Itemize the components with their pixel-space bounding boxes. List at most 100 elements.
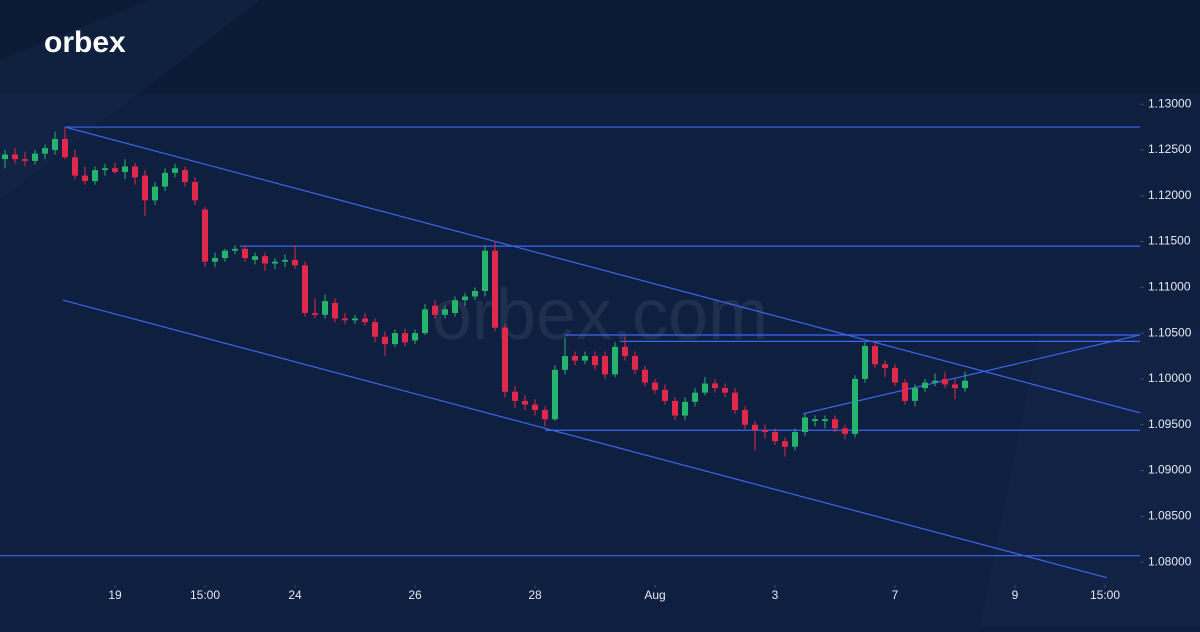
candle-body	[552, 369, 558, 420]
candle-body	[272, 261, 278, 264]
candle-body	[702, 383, 708, 393]
x-tick-label: 28	[528, 588, 542, 602]
candle-body	[392, 333, 398, 345]
candle-body	[102, 168, 108, 171]
candle-body	[502, 327, 508, 392]
candle-body	[932, 380, 938, 383]
candle-body	[952, 384, 958, 389]
candle-body	[132, 166, 138, 178]
candle-body	[582, 356, 588, 361]
candle-body	[532, 404, 538, 411]
candle-body	[202, 209, 208, 262]
y-tick-label: 1.11000	[1148, 280, 1191, 294]
x-tick-label: 7	[892, 588, 899, 602]
candle-body	[962, 380, 968, 389]
y-tick-label: 1.08000	[1148, 554, 1192, 568]
candle-body	[292, 259, 298, 266]
candle-body	[432, 305, 438, 315]
candle-body	[522, 400, 528, 405]
x-tick-label: Aug	[644, 588, 665, 602]
candle-body	[572, 356, 578, 361]
candle-body	[92, 170, 98, 182]
candle-body	[382, 336, 388, 345]
candle-body	[922, 382, 928, 389]
candle-body	[882, 364, 888, 368]
candle-body	[342, 318, 348, 321]
candle-body	[512, 391, 518, 401]
candle-body	[312, 312, 318, 315]
candle-body	[942, 378, 948, 385]
candle-body	[42, 148, 48, 154]
candle-body	[172, 168, 178, 173]
candle-body	[162, 172, 168, 187]
candle-body	[832, 419, 838, 429]
candle-body	[402, 333, 408, 343]
x-tick-label: 9	[1012, 588, 1019, 602]
background-shape	[980, 330, 1200, 627]
x-tick-label: 15:00	[190, 588, 220, 602]
candle-body	[32, 153, 38, 161]
candle-body	[442, 309, 448, 315]
candle-body	[222, 250, 228, 259]
candle-body	[792, 432, 798, 447]
candle-body	[182, 170, 188, 183]
y-tick-label: 1.10500	[1148, 325, 1192, 339]
candle-body	[602, 356, 608, 375]
y-tick-label: 1.12500	[1148, 142, 1192, 156]
candle-body	[472, 291, 478, 297]
candle-body	[692, 392, 698, 402]
candle-body	[82, 175, 88, 182]
y-tick-label: 1.12000	[1148, 188, 1192, 202]
x-tick-label: 19	[108, 588, 122, 602]
y-tick-label: 1.10000	[1148, 371, 1192, 385]
candle-body	[872, 345, 878, 365]
plot-area: 1.08000 1.08500 1.09000 1.09500 1.10000 1.105…	[0, 96, 1192, 602]
candle-body	[682, 401, 688, 416]
candle-body	[672, 400, 678, 416]
candle-body	[772, 432, 778, 442]
candle-body	[902, 382, 908, 401]
candle-body	[842, 428, 848, 434]
candle-body	[712, 383, 718, 389]
candle-body	[732, 392, 738, 411]
y-tick-label: 1.09000	[1148, 463, 1192, 477]
candle-body	[742, 410, 748, 425]
candle-body	[752, 424, 758, 431]
candle-body	[912, 388, 918, 401]
candle-body	[262, 256, 268, 264]
candle-body	[372, 322, 378, 337]
candle-body	[52, 138, 58, 150]
candle-body	[332, 302, 338, 319]
x-tick-label: 24	[288, 588, 302, 602]
candle-body	[722, 388, 728, 393]
candle-body	[72, 157, 78, 176]
x-tick-label: 3	[772, 588, 779, 602]
candle-body	[892, 367, 898, 383]
candle-body	[282, 259, 288, 262]
candle-body	[822, 419, 828, 422]
candle-body	[352, 318, 358, 321]
candle-body	[122, 166, 128, 172]
x-tick-label: 26	[408, 588, 422, 602]
candle-body	[762, 430, 768, 433]
candle-body	[22, 159, 28, 161]
candle-body	[852, 378, 858, 434]
candle-body	[452, 300, 458, 313]
candle-body	[462, 296, 468, 301]
y-tick-label: 1.13000	[1148, 96, 1192, 110]
candle-body	[12, 154, 18, 160]
y-tick-label: 1.09500	[1148, 417, 1192, 431]
candle-body	[812, 419, 818, 422]
candle-body	[232, 248, 238, 251]
candle-body	[142, 175, 148, 201]
candle-body	[362, 318, 368, 323]
candle-body	[542, 410, 548, 420]
candle-body	[612, 346, 618, 375]
candle-body	[302, 265, 308, 313]
candle-body	[482, 250, 488, 291]
candle-body	[492, 250, 498, 328]
candle-body	[862, 345, 868, 379]
